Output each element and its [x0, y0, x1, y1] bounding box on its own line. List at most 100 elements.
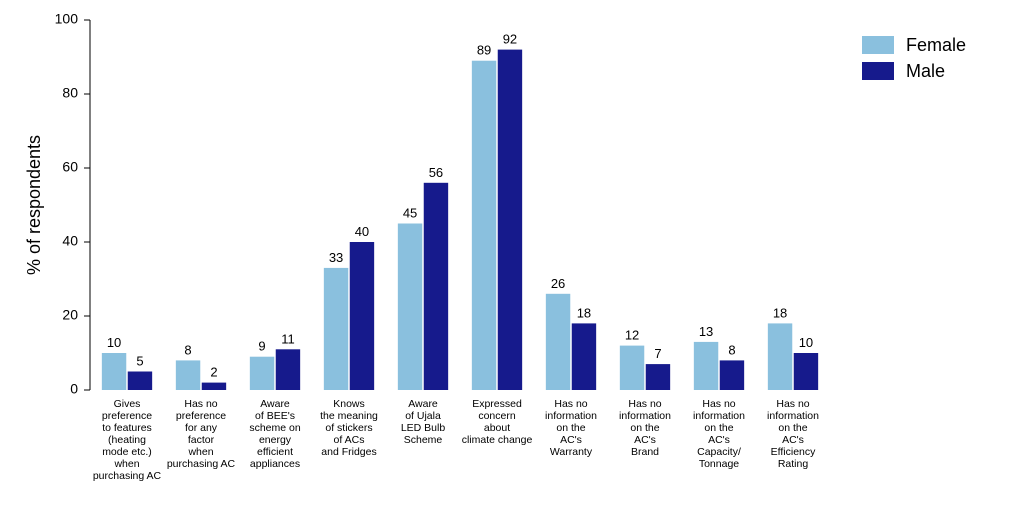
bar-value-label: 33	[329, 250, 343, 265]
category-label: when	[113, 458, 139, 470]
category-label: preference	[102, 410, 152, 422]
bar-female	[472, 61, 496, 390]
category-label: Efficiency	[771, 446, 816, 458]
category-label: AC's	[634, 434, 656, 446]
category-label: factor	[188, 434, 215, 446]
bar-female	[398, 224, 422, 391]
legend-swatch-female	[862, 36, 894, 54]
category-label: AC's	[560, 434, 582, 446]
legend-swatch-male	[862, 62, 894, 80]
category-label: Aware	[260, 398, 290, 410]
category-label: of Ujala	[405, 410, 441, 422]
bar-value-label: 92	[503, 32, 517, 47]
bar-value-label: 8	[728, 342, 735, 357]
bar-value-label: 13	[699, 324, 713, 339]
category-label: Rating	[778, 458, 809, 470]
bar-value-label: 5	[136, 354, 143, 369]
category-label: Scheme	[404, 434, 443, 446]
bar-value-label: 10	[107, 335, 121, 350]
category-label: of BEE's	[255, 410, 295, 422]
category-label: mode etc.)	[102, 446, 152, 458]
bar-value-label: 40	[355, 224, 369, 239]
y-axis-label: % of respondents	[24, 135, 44, 275]
bar-value-label: 18	[773, 305, 787, 320]
bar-male	[498, 50, 522, 390]
bar-male	[646, 364, 670, 390]
bar-male	[572, 323, 596, 390]
category-label: Tonnage	[699, 458, 739, 470]
category-label: Expressed	[472, 398, 522, 410]
bar-female	[546, 294, 570, 390]
category-label: Capacity/	[697, 446, 741, 458]
category-label: purchasing AC	[167, 458, 236, 470]
category-label: to features	[102, 422, 152, 434]
bar-female	[324, 268, 348, 390]
category-label: Brand	[631, 446, 659, 458]
category-label: Has no	[702, 398, 735, 410]
y-tick-label: 60	[62, 159, 78, 175]
bar-male	[720, 360, 744, 390]
category-label: climate change	[462, 434, 533, 446]
category-label: the meaning	[320, 410, 378, 422]
grouped-bar-chart: 020406080100% of respondents105Givespref…	[0, 0, 1024, 512]
bar-value-label: 11	[281, 331, 295, 346]
category-label: (heating	[108, 434, 146, 446]
bar-value-label: 7	[654, 346, 661, 361]
bar-male	[794, 353, 818, 390]
bar-female	[250, 357, 274, 390]
y-tick-label: 0	[70, 381, 78, 397]
bar-male	[276, 349, 300, 390]
bar-female	[620, 346, 644, 390]
category-label: concern	[478, 410, 516, 422]
bar-value-label: 8	[184, 342, 191, 357]
bar-female	[694, 342, 718, 390]
bar-value-label: 10	[799, 335, 813, 350]
y-tick-label: 80	[62, 85, 78, 101]
legend-label-male: Male	[906, 61, 945, 81]
category-label: about	[484, 422, 510, 434]
bar-value-label: 9	[258, 339, 265, 354]
bar-male	[350, 242, 374, 390]
category-label: Has no	[776, 398, 809, 410]
bar-value-label: 18	[577, 305, 591, 320]
bar-value-label: 45	[403, 206, 417, 221]
category-label: Aware	[408, 398, 438, 410]
category-label: on the	[630, 422, 659, 434]
category-label: information	[693, 410, 745, 422]
category-label: LED Bulb	[401, 422, 446, 434]
category-label: and Fridges	[321, 446, 376, 458]
category-label: when	[187, 446, 213, 458]
category-label: Knows	[333, 398, 365, 410]
category-label: information	[619, 410, 671, 422]
category-label: Has no	[554, 398, 587, 410]
category-label: on the	[778, 422, 807, 434]
legend-label-female: Female	[906, 35, 966, 55]
bar-female	[102, 353, 126, 390]
category-label: Has no	[628, 398, 661, 410]
category-label: Warranty	[550, 446, 593, 458]
category-label: scheme on	[249, 422, 301, 434]
bar-female	[176, 360, 200, 390]
category-label: information	[767, 410, 819, 422]
category-label: on the	[556, 422, 585, 434]
bar-female	[768, 323, 792, 390]
bar-value-label: 56	[429, 165, 443, 180]
category-label: information	[545, 410, 597, 422]
category-label: of ACs	[334, 434, 365, 446]
category-label: AC's	[782, 434, 804, 446]
y-tick-label: 20	[62, 307, 78, 323]
category-label: for any	[185, 422, 218, 434]
bar-male	[202, 383, 226, 390]
category-label: appliances	[250, 458, 300, 470]
category-label: of stickers	[325, 422, 372, 434]
bar-value-label: 26	[551, 276, 565, 291]
bar-male	[128, 372, 152, 391]
category-label: Has no	[184, 398, 217, 410]
category-label: preference	[176, 410, 226, 422]
category-label: AC's	[708, 434, 730, 446]
category-label: on the	[704, 422, 733, 434]
category-label: energy	[259, 434, 292, 446]
category-label: Gives	[114, 398, 141, 410]
y-tick-label: 100	[55, 11, 79, 27]
bar-value-label: 12	[625, 328, 639, 343]
